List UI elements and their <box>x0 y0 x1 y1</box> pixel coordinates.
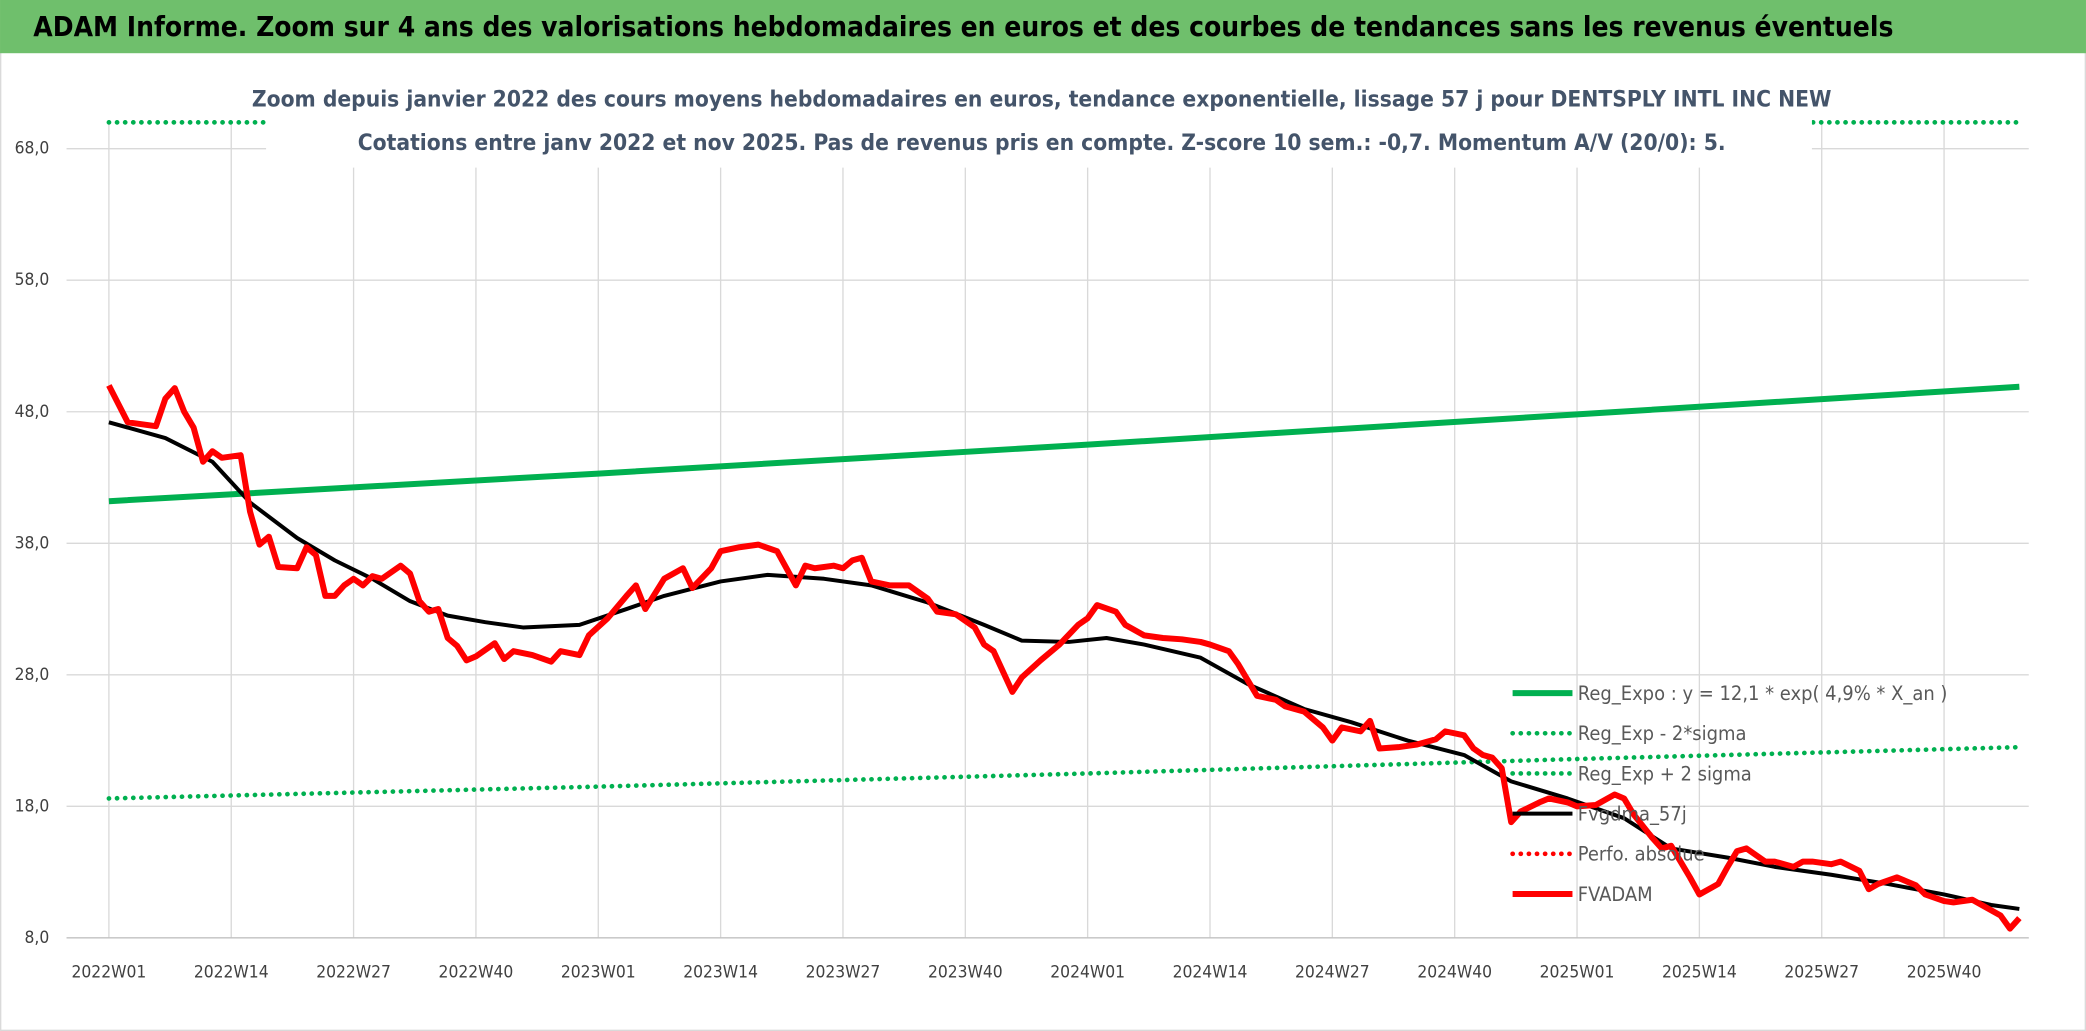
chart-subtitle: Cotations entre janv 2022 et nov 2025. P… <box>358 130 1726 156</box>
chart-title: Zoom depuis janvier 2022 des cours moyen… <box>252 86 1832 112</box>
legend-label: Perfo. absolue <box>1578 842 1705 866</box>
x-tick-label: 2025W40 <box>1907 962 1982 982</box>
x-tick-label: 2024W27 <box>1295 962 1370 982</box>
series-line <box>108 420 2020 911</box>
legend: Reg_Expo : y = 12,1 * exp( 4,9% * X_an )… <box>1510 681 1948 906</box>
x-tick-label: 2022W14 <box>194 962 269 982</box>
x-tick-label: 2023W01 <box>561 962 636 982</box>
x-tick-label: 2023W40 <box>928 962 1003 982</box>
x-tick-label: 2022W40 <box>439 962 514 982</box>
y-tick-label: 8,0 <box>25 928 50 948</box>
legend-label: Reg_Expo : y = 12,1 * exp( 4,9% * X_an ) <box>1578 681 1948 705</box>
x-tick-label: 2025W14 <box>1662 962 1737 982</box>
legend-label: FVADAM <box>1578 882 1653 906</box>
series-line <box>108 383 2020 505</box>
legend-label: Reg_Exp + 2 sigma <box>1578 761 1752 785</box>
x-tick-label: 2023W27 <box>806 962 881 982</box>
series-line <box>106 384 2022 932</box>
x-tick-label: 2025W27 <box>1784 962 1859 982</box>
x-tick-label: 2024W01 <box>1050 962 1125 982</box>
y-tick-label: 18,0 <box>15 796 50 816</box>
x-tick-label: 2025W01 <box>1540 962 1615 982</box>
x-tick-label: 2024W14 <box>1173 962 1248 982</box>
legend-label: Reg_Exp - 2*sigma <box>1578 721 1747 745</box>
y-tick-label: 28,0 <box>15 665 50 685</box>
x-tick-label: 2023W14 <box>683 962 758 982</box>
x-tick-label: 2024W40 <box>1417 962 1492 982</box>
legend-label: Fvgdma_57j <box>1578 801 1687 825</box>
banner-bar <box>0 0 2086 54</box>
x-tick-label: 2022W27 <box>316 962 391 982</box>
y-tick-label: 48,0 <box>15 402 50 422</box>
banner-title: ADAM Informe. Zoom sur 4 ans des valoris… <box>33 10 1893 43</box>
plot-area: 8,0 18,0 28,0 38,0 48,0 58,0 68,0 2022W01 2022W1… <box>15 120 2029 982</box>
x-tick-label: 2022W01 <box>72 962 147 982</box>
y-tick-label: 38,0 <box>15 533 50 553</box>
y-tick-label: 58,0 <box>15 270 50 290</box>
title-box <box>266 77 1812 168</box>
y-tick-label: 68,0 <box>15 139 50 159</box>
series-line <box>106 744 2022 801</box>
